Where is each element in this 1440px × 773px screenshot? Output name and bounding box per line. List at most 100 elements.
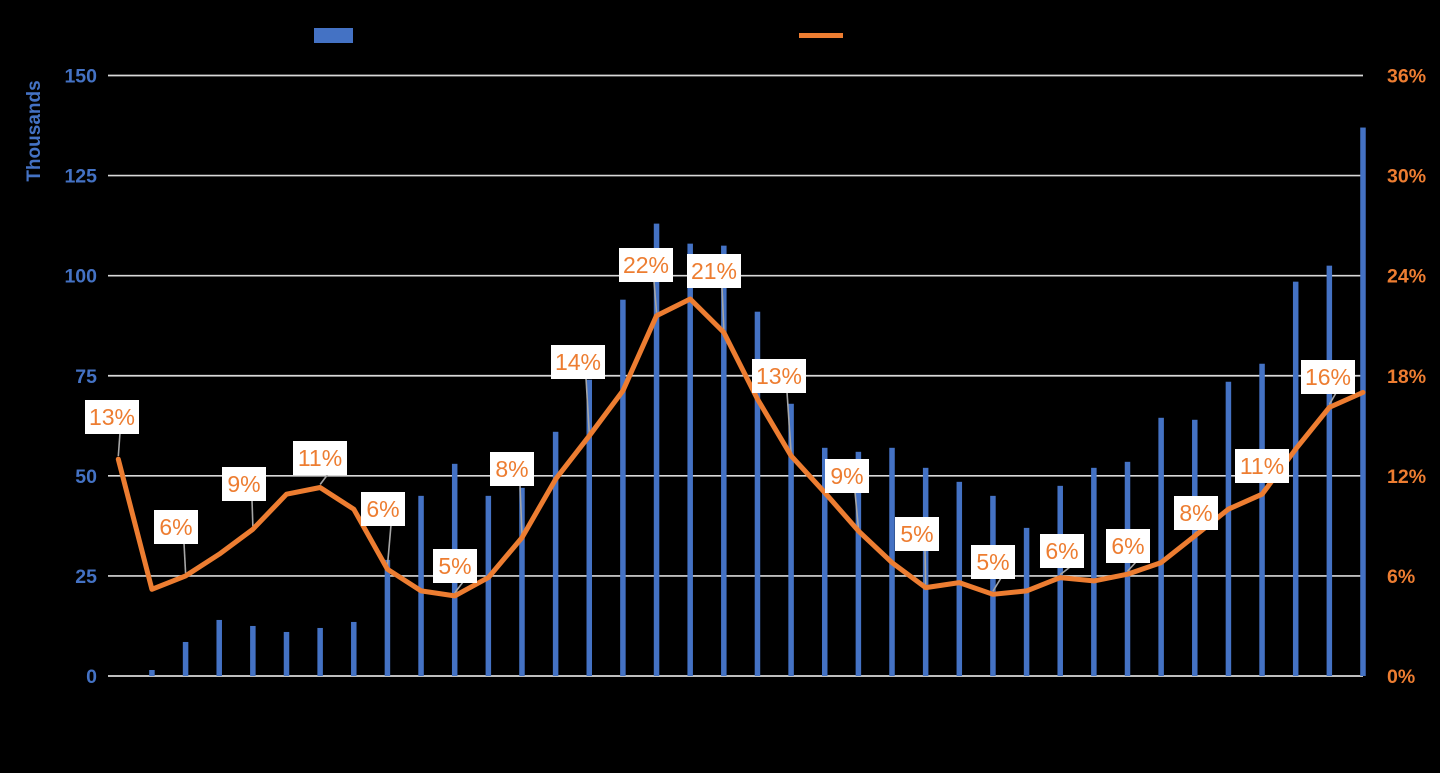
bar[interactable]	[216, 619, 222, 676]
data-label: 5%	[438, 553, 471, 579]
data-label-box[interactable]	[1040, 534, 1084, 568]
bar[interactable]	[552, 431, 559, 676]
bar[interactable]	[1225, 381, 1232, 676]
data-label-box[interactable]	[687, 254, 741, 288]
bar[interactable]	[721, 245, 727, 676]
bar[interactable]	[620, 299, 626, 676]
label-leader-line	[924, 549, 927, 585]
legend-bar-swatch[interactable]	[314, 28, 353, 43]
label-leader-line	[1328, 392, 1337, 405]
data-label: 6%	[1111, 533, 1144, 559]
label-leader-line	[786, 391, 792, 453]
bar[interactable]	[1192, 419, 1198, 676]
data-label: 8%	[495, 456, 528, 482]
bar[interactable]	[788, 403, 794, 676]
bar[interactable]	[990, 495, 996, 676]
data-label-box[interactable]	[1106, 529, 1150, 563]
label-leader-line	[1059, 566, 1071, 576]
right-axis-tick: 36%	[1387, 66, 1426, 88]
bar[interactable]	[485, 495, 492, 676]
bar[interactable]	[956, 481, 963, 676]
data-label-box[interactable]	[361, 492, 405, 526]
label-leader-line	[117, 432, 121, 457]
right-axis-tick: 0%	[1387, 666, 1415, 688]
data-label: 16%	[1305, 364, 1351, 390]
label-leader-line	[1126, 561, 1137, 572]
data-label: 21%	[691, 258, 737, 284]
label-leader-line	[386, 524, 392, 567]
left-axis-tick: 25	[75, 566, 97, 588]
bar[interactable]	[149, 669, 155, 676]
label-leader-line	[653, 280, 658, 313]
bar[interactable]	[855, 451, 862, 676]
data-label-box[interactable]	[551, 345, 605, 379]
data-label-box[interactable]	[293, 441, 347, 475]
bar[interactable]	[182, 641, 189, 676]
data-label-box[interactable]	[490, 452, 534, 486]
data-label: 11%	[1240, 453, 1284, 479]
data-label: 11%	[298, 445, 342, 471]
data-label-box[interactable]	[433, 549, 477, 583]
label-leader-line	[251, 499, 254, 527]
bar[interactable]	[754, 311, 761, 676]
data-label: 8%	[1179, 500, 1212, 526]
legend-line-swatch[interactable]	[799, 33, 843, 38]
data-label: 9%	[227, 471, 260, 497]
label-leader-line	[454, 581, 464, 594]
data-label-box[interactable]	[825, 459, 869, 493]
bar[interactable]	[1124, 461, 1131, 676]
data-label-box[interactable]	[971, 545, 1015, 579]
left-axis-tick: 100	[64, 266, 97, 288]
data-label-box[interactable]	[1174, 496, 1218, 530]
left-axis-tick: 75	[75, 366, 97, 388]
data-label: 6%	[1045, 538, 1078, 564]
bar[interactable]	[1326, 265, 1333, 676]
bar[interactable]	[687, 243, 693, 676]
label-leader-line	[319, 473, 329, 485]
line-series[interactable]	[115, 296, 1366, 599]
left-axis-title: Thousands	[24, 80, 45, 181]
left-axis-tick: 125	[64, 166, 97, 188]
bar[interactable]	[384, 559, 391, 676]
bar[interactable]	[317, 627, 323, 676]
data-label: 6%	[159, 514, 192, 540]
label-leader-line	[585, 377, 591, 433]
data-label-box[interactable]	[752, 359, 806, 393]
label-leader-line	[854, 491, 860, 528]
bar[interactable]	[1292, 281, 1299, 676]
bar[interactable]	[1057, 485, 1063, 676]
label-leader-line	[992, 577, 1002, 592]
data-label: 13%	[89, 404, 135, 430]
data-label-box[interactable]	[1235, 449, 1289, 483]
bar[interactable]	[1360, 127, 1366, 676]
bar[interactable]	[586, 379, 593, 676]
label-leader-line	[519, 484, 523, 535]
bar[interactable]	[821, 447, 828, 676]
bar[interactable]	[283, 631, 290, 676]
bar[interactable]	[653, 223, 660, 676]
data-label-box[interactable]	[222, 467, 266, 501]
right-axis-tick: 12%	[1387, 466, 1426, 488]
left-axis-tick: 150	[64, 66, 97, 88]
bar[interactable]	[1091, 467, 1097, 676]
left-axis-tick: 0	[86, 666, 97, 688]
bar[interactable]	[1158, 417, 1164, 676]
right-axis-tick: 18%	[1387, 366, 1426, 388]
data-label-box[interactable]	[154, 510, 198, 544]
bar[interactable]	[250, 625, 256, 676]
right-axis-tick: 6%	[1387, 566, 1415, 588]
data-label: 5%	[976, 549, 1009, 575]
label-leader-line	[721, 286, 725, 330]
bar[interactable]	[1023, 527, 1030, 676]
bar[interactable]	[351, 621, 357, 676]
data-label-box[interactable]	[619, 248, 673, 282]
data-label-box[interactable]	[895, 517, 939, 551]
data-label: 22%	[623, 252, 669, 278]
bar[interactable]	[519, 487, 525, 676]
bar[interactable]	[418, 495, 424, 676]
data-label-box[interactable]	[85, 400, 139, 434]
data-label: 5%	[900, 521, 933, 547]
bar[interactable]	[1259, 363, 1265, 676]
data-label-box[interactable]	[1301, 360, 1355, 394]
